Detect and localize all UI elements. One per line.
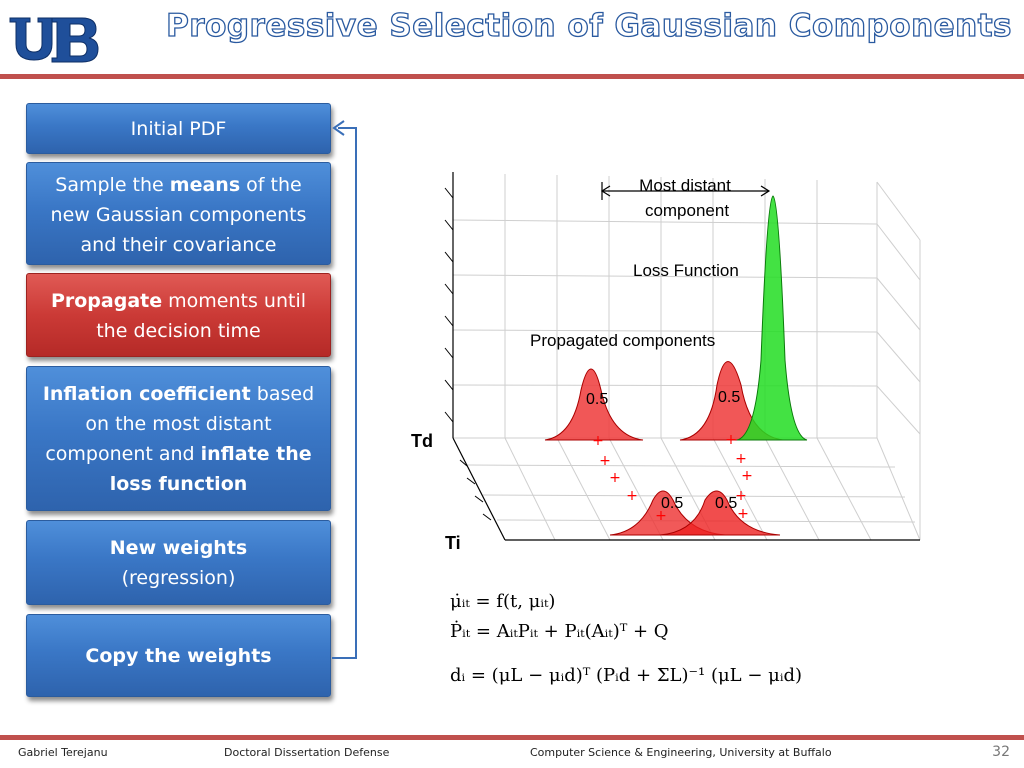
ti-axis-label: Ti	[445, 533, 461, 553]
weight-label-top-left: 0.5	[586, 391, 608, 408]
ub-logo: UB	[9, 17, 99, 63]
weight-label-bottom-left: 0.5	[661, 495, 683, 512]
sample-mean-marker: +	[609, 470, 621, 486]
component-label: component	[645, 201, 729, 220]
inflation-coefficient-text: Inflation coefficient	[42, 383, 251, 405]
means-text: means	[169, 174, 241, 196]
sample-mean-marker: +	[735, 451, 747, 467]
td-axis-label: Td	[411, 431, 433, 451]
sample-mean-marker: +	[655, 508, 667, 524]
equation-covariance-dynamics: Ṗᵢₜ = AᵢₜPᵢₜ + Pᵢₜ(Aᵢₜ)ᵀ + Q	[450, 619, 669, 642]
propagated-components-label: Propagated components	[530, 331, 715, 350]
equations: μ̇ᵢₜ = f(t, μᵢₜ) Ṗᵢₜ = AᵢₜPᵢₜ + Pᵢₜ(Aᵢₜ)…	[450, 591, 802, 686]
initial-pdf-label: Initial PDF	[130, 117, 227, 140]
page-number: 32	[992, 744, 1010, 760]
sample-mean-marker: +	[735, 488, 747, 504]
header-divider	[0, 74, 1024, 79]
sample-mean-marker: +	[737, 506, 749, 522]
gaussian-3d-plot: + + + + + + + + + + Most distant compone…	[411, 172, 921, 553]
sample-means-box: Sample the means of the new Gaussian com…	[26, 162, 331, 265]
new-weights-text: New weights	[109, 536, 248, 559]
sample-mean-marker: +	[725, 432, 737, 448]
initial-pdf-box: Initial PDF	[26, 103, 331, 154]
sample-mean-marker: +	[592, 433, 604, 449]
new-weights-box: New weights (regression)	[26, 520, 331, 605]
loss-function-label: Loss Function	[633, 261, 739, 280]
feedback-arrow	[332, 120, 357, 659]
slide-title: Progressive Selection of Gaussian Compon…	[165, 7, 1012, 44]
propagate-box: Propagate moments until the decision tim…	[26, 273, 331, 357]
sample-text-2: of the new Gaussian components and their…	[50, 174, 307, 256]
weight-label-top-right: 0.5	[718, 389, 740, 406]
sample-text-1: Sample the	[55, 174, 170, 196]
inflate-loss-text: inflate the loss function	[109, 443, 312, 495]
loss-function-curve	[736, 195, 808, 441]
sample-mean-marker: +	[741, 468, 753, 484]
initial-gaussian-right	[659, 490, 781, 536]
weight-label-bottom-right: 0.5	[715, 495, 737, 512]
most-distant-label: Most distant	[639, 176, 731, 195]
equation-mean-dynamics: μ̇ᵢₜ = f(t, μᵢₜ)	[450, 591, 555, 612]
copy-weights-box: Copy the weights	[26, 614, 331, 697]
equation-distance: dᵢ = (μL − μᵢd)ᵀ (Pᵢd + ΣL)⁻¹ (μL − μᵢd)	[450, 665, 802, 686]
copy-weights-text: Copy the weights	[85, 644, 272, 667]
footer-event: Doctoral Dissertation Defense	[224, 746, 390, 759]
propagated-gaussian-left	[544, 368, 644, 441]
inflation-rest: based on the most distant component and	[45, 383, 315, 465]
sample-mean-marker: +	[599, 453, 611, 469]
regression-text: (regression)	[121, 566, 236, 589]
footer-author: Gabriel Terejanu	[18, 746, 108, 759]
propagate-text: Propagate	[50, 290, 163, 312]
footer-department: Computer Science & Engineering, Universi…	[530, 746, 832, 759]
sample-mean-marker: +	[626, 488, 638, 504]
footer-divider	[0, 735, 1024, 740]
propagate-rest: moments until the decision time	[96, 290, 307, 342]
inflation-box: Inflation coefficient based on the most …	[26, 366, 331, 511]
